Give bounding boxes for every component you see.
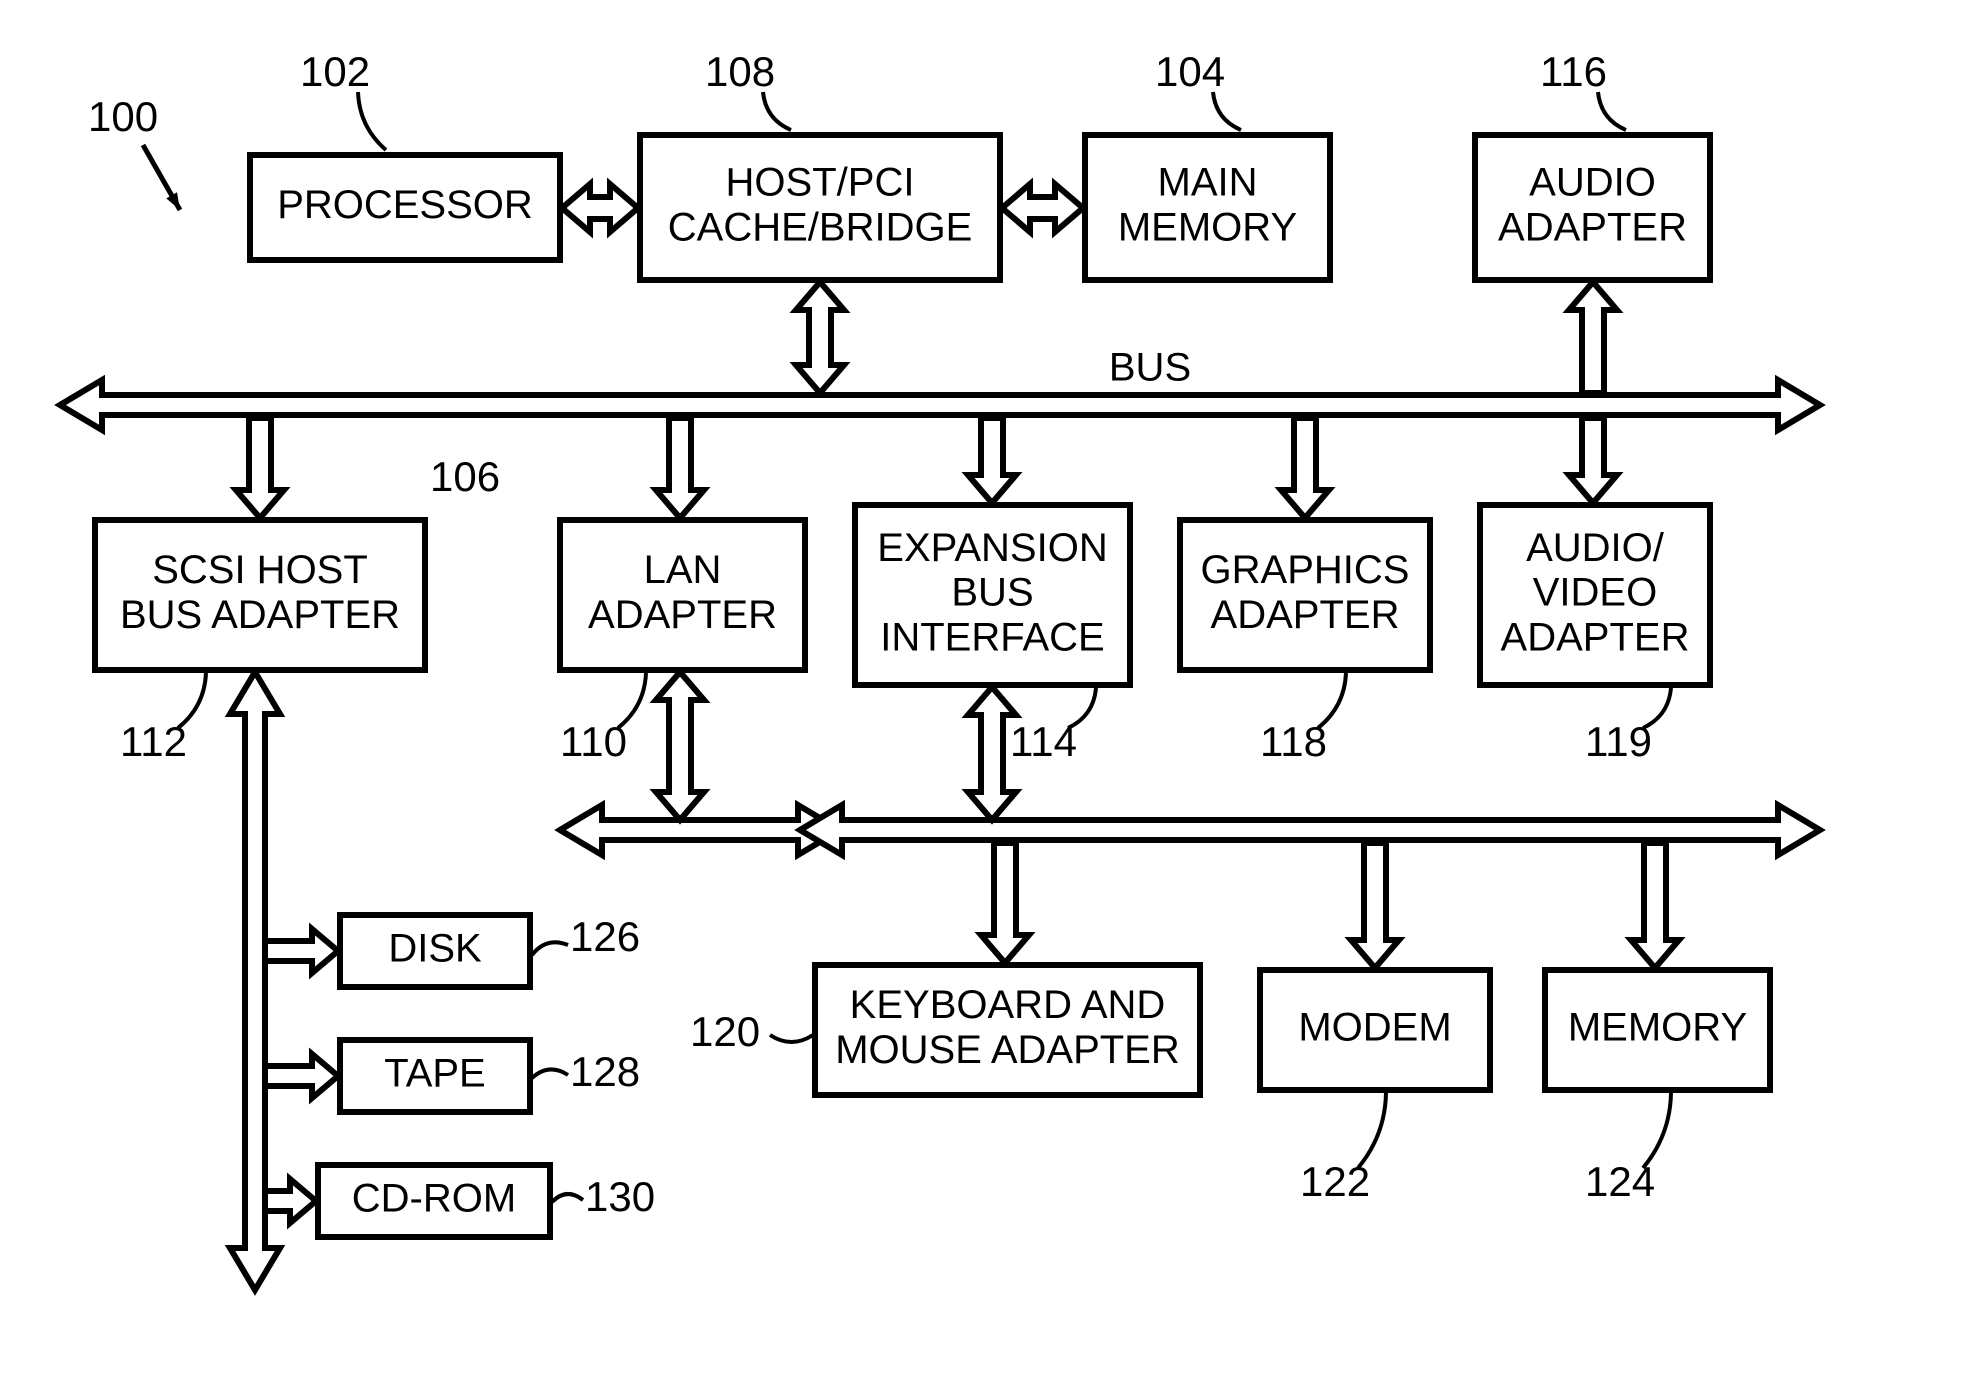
scsi-box: SCSI HOSTBUS ADAPTER	[95, 520, 425, 670]
graphics-label-0: GRAPHICS	[1201, 548, 1410, 592]
tape-label-0: TAPE	[384, 1052, 486, 1096]
cdrom-label-0: CD-ROM	[352, 1177, 516, 1221]
ref-116: 116	[1540, 48, 1607, 95]
ref-110: 110	[560, 718, 627, 765]
disk-box: DISK	[340, 915, 530, 987]
ref-120: 120	[690, 1008, 760, 1055]
av_adp-label-1: VIDEO	[1533, 571, 1657, 615]
ref-119: 119	[1585, 718, 1652, 765]
kbm-box: KEYBOARD ANDMOUSE ADAPTER	[815, 965, 1200, 1095]
main_mem-label-1: MEMORY	[1118, 205, 1297, 249]
main_mem-label-0: MAIN	[1158, 161, 1258, 205]
processor-label-0: PROCESSOR	[277, 183, 533, 227]
bus-label: BUS	[1109, 346, 1191, 390]
disk-label-0: DISK	[388, 927, 482, 971]
av_adp-box: AUDIO/VIDEOADAPTER	[1480, 505, 1710, 685]
memory-label-0: MEMORY	[1568, 1006, 1747, 1050]
main_mem-box: MAINMEMORY	[1085, 135, 1330, 280]
graphics-box: GRAPHICSADAPTER	[1180, 520, 1430, 670]
kbm-label-0: KEYBOARD AND	[850, 983, 1166, 1027]
ref-108: 108	[705, 48, 775, 95]
exp_bus-box: EXPANSIONBUSINTERFACE	[855, 505, 1130, 685]
lan-box: LANADAPTER	[560, 520, 805, 670]
ref-128: 128	[570, 1048, 640, 1095]
ref-102: 102	[300, 48, 370, 95]
av_adp-label-0: AUDIO/	[1526, 526, 1665, 570]
ref-100: 100	[88, 93, 158, 140]
bridge-box: HOST/PCICACHE/BRIDGE	[640, 135, 1000, 280]
kbm-label-1: MOUSE ADAPTER	[835, 1028, 1180, 1072]
scsi-label-0: SCSI HOST	[152, 548, 368, 592]
ref-118: 118	[1260, 718, 1327, 765]
lan-label-1: ADAPTER	[588, 593, 777, 637]
tape-box: TAPE	[340, 1040, 530, 1112]
exp_bus-label-2: INTERFACE	[880, 615, 1104, 659]
audio_adp-box: AUDIOADAPTER	[1475, 135, 1710, 280]
graphics-label-1: ADAPTER	[1211, 593, 1400, 637]
modem-box: MODEM	[1260, 970, 1490, 1090]
exp_bus-label-0: EXPANSION	[877, 526, 1107, 570]
audio_adp-label-1: ADAPTER	[1498, 205, 1687, 249]
processor-box: PROCESSOR	[250, 155, 560, 260]
ref-114: 114	[1010, 718, 1077, 765]
bridge-label-0: HOST/PCI	[726, 161, 915, 205]
bridge-label-1: CACHE/BRIDGE	[668, 205, 973, 249]
cdrom-box: CD-ROM	[318, 1165, 550, 1237]
ref-126: 126	[570, 913, 640, 960]
ref-130: 130	[585, 1173, 655, 1220]
lan-label-0: LAN	[644, 548, 722, 592]
ref-104: 104	[1155, 48, 1225, 95]
memory-box: MEMORY	[1545, 970, 1770, 1090]
ref-106: 106	[430, 453, 500, 500]
av_adp-label-2: ADAPTER	[1501, 615, 1690, 659]
ref-112: 112	[120, 718, 187, 765]
audio_adp-label-0: AUDIO	[1529, 161, 1656, 205]
scsi-label-1: BUS ADAPTER	[120, 593, 400, 637]
modem-label-0: MODEM	[1298, 1006, 1451, 1050]
exp_bus-label-1: BUS	[951, 571, 1033, 615]
